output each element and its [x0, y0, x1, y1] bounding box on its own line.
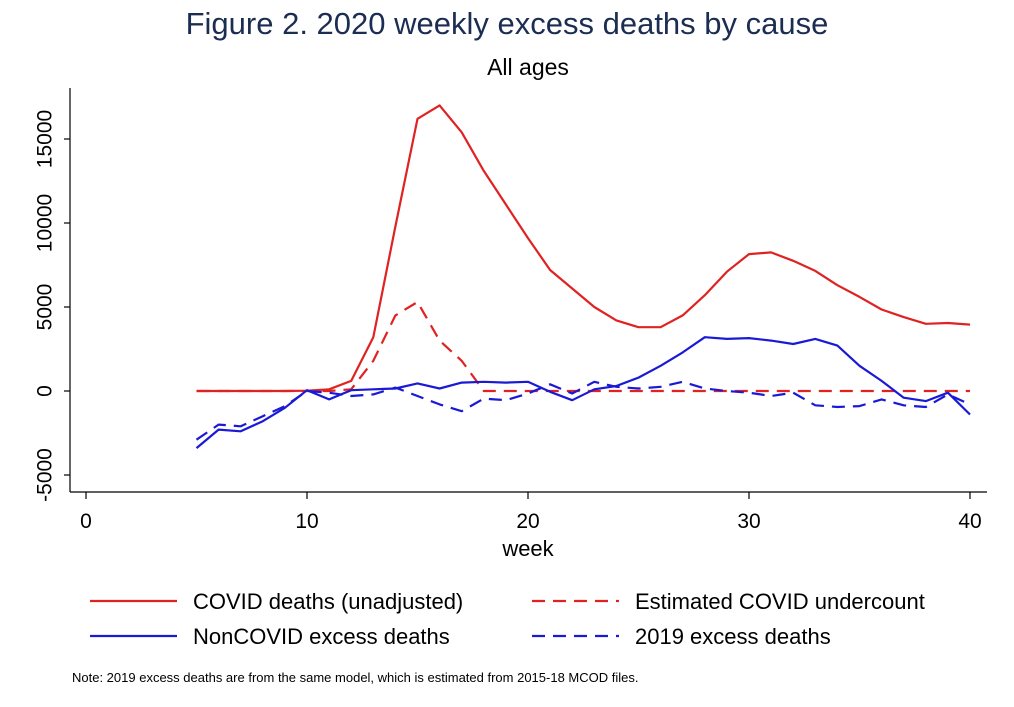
y-tick-label: 0 — [34, 385, 57, 397]
x-tick-label: 20 — [516, 510, 539, 533]
footnote: Note: 2019 excess deaths are from the sa… — [72, 670, 639, 685]
legend-label-4: 2019 excess deaths — [635, 624, 831, 649]
series-line-1 — [196, 104, 971, 393]
y-tick-label: 15000 — [34, 110, 57, 168]
y-tick-label: 10000 — [34, 194, 57, 252]
plot-area — [195, 104, 971, 449]
series-line-2 — [196, 300, 970, 393]
chart-subtitle: All ages — [487, 54, 569, 80]
legend-label-1: COVID deaths (unadjusted) — [193, 589, 463, 614]
series-line-4 — [195, 380, 971, 441]
chart-axes: -5000 0 5000 10000 15000 0 10 20 30 40 week — [34, 88, 987, 561]
x-tick-label: 40 — [958, 510, 981, 533]
y-tick-label: -5000 — [34, 448, 57, 502]
x-tick-label: 30 — [737, 510, 760, 533]
y-tick-label: 5000 — [34, 284, 57, 331]
series-line-3 — [195, 336, 971, 449]
x-axis-title: week — [501, 536, 554, 561]
chart-title: Figure 2. 2020 weekly excess deaths by c… — [185, 6, 829, 41]
x-tick-label: 10 — [295, 510, 318, 533]
legend-label-2: Estimated COVID undercount — [635, 589, 925, 614]
x-tick-label: 0 — [80, 510, 92, 533]
legend-label-3: NonCOVID excess deaths — [193, 624, 450, 649]
chart-legend: COVID deaths (unadjusted) Estimated COVID… — [90, 589, 925, 649]
